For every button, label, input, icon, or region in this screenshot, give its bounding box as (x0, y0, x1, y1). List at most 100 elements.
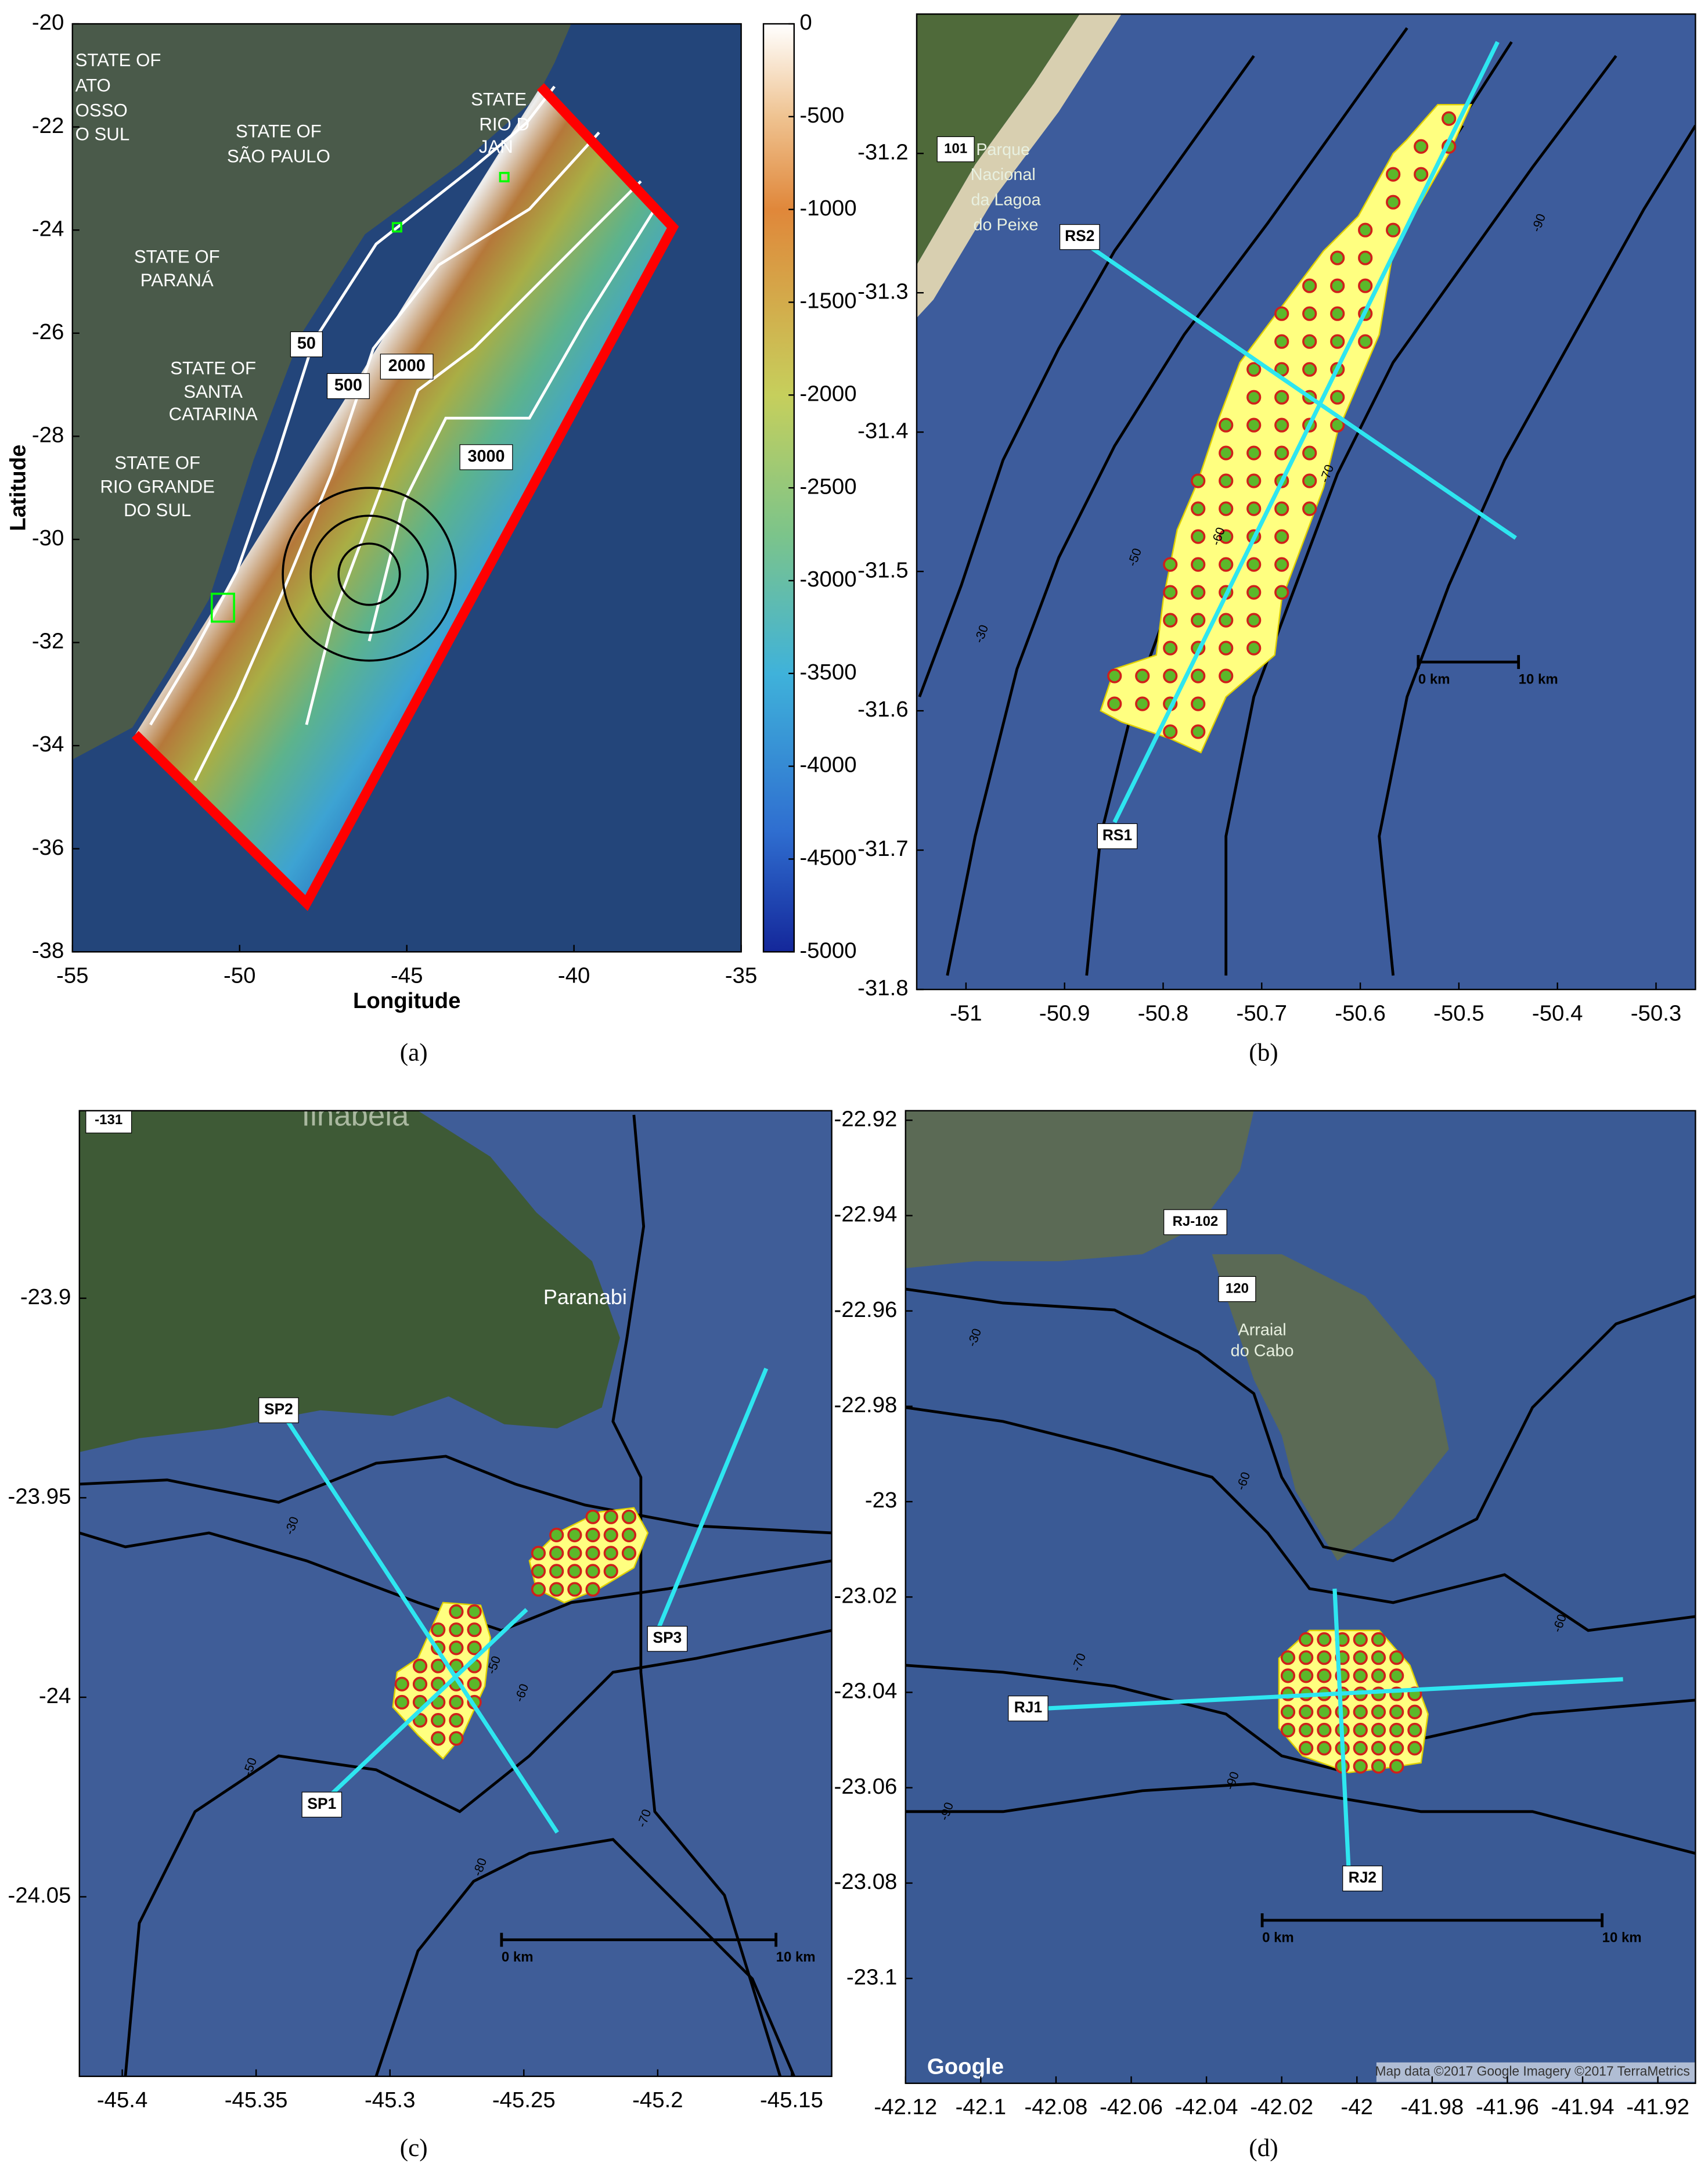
station (603, 1564, 618, 1579)
transect-label-box (647, 1626, 688, 1652)
transect-label-box (258, 1397, 299, 1423)
station (1274, 557, 1289, 572)
station (1163, 613, 1178, 628)
scale-label: 10 km (1519, 672, 1558, 688)
station (412, 1713, 428, 1728)
station (1191, 501, 1206, 516)
logo: Google (927, 2054, 1004, 2079)
station (1274, 585, 1289, 600)
place-label: O SUL (75, 124, 130, 144)
station (1274, 501, 1289, 516)
station (1274, 390, 1289, 405)
x-tick-label: -51 (950, 1000, 982, 1025)
isobath (946, 27, 1408, 976)
station (1280, 1668, 1296, 1683)
plot-frame (916, 13, 1696, 991)
station (1219, 640, 1234, 656)
station (431, 1713, 446, 1728)
land (72, 24, 571, 760)
x-tick-label: -42 (1341, 2094, 1373, 2119)
station (1317, 1704, 1332, 1719)
station (1302, 445, 1317, 460)
station (1407, 1722, 1422, 1738)
y-tick-label: -23.04 (834, 1679, 898, 1704)
transect-label-box (1059, 224, 1100, 250)
transect (653, 1367, 769, 1639)
contour-label: 50 (297, 334, 316, 353)
transect (319, 1608, 528, 1806)
transect (1078, 238, 1517, 540)
place-label: Arraial (1238, 1321, 1287, 1340)
place-label: STATE OF (170, 358, 256, 378)
station (585, 1527, 600, 1543)
y-tick-label: -23.08 (834, 1869, 898, 1894)
colorbar-tick-label: -4500 (799, 845, 856, 870)
transect-label: SP1 (307, 1795, 336, 1812)
x-tick-label: -45 (391, 963, 423, 988)
station (603, 1546, 618, 1561)
transect (1332, 1588, 1351, 1867)
station (1358, 334, 1373, 349)
station (1246, 418, 1262, 433)
y-tick-label: -31.5 (857, 557, 908, 582)
place-label: Parque (976, 141, 1030, 159)
station (1389, 1759, 1404, 1774)
station (1246, 473, 1262, 488)
station (1107, 668, 1122, 683)
station (1163, 640, 1178, 656)
transect-label: RJ1 (1014, 1698, 1042, 1716)
station (431, 1658, 446, 1673)
station (1246, 362, 1262, 377)
station (1371, 1741, 1386, 1756)
x-axis-label: Longitude (353, 988, 460, 1013)
land (905, 1110, 1449, 1561)
station (431, 1731, 446, 1746)
station (431, 1622, 446, 1637)
place-label: SÃO PAULO (227, 146, 330, 167)
station (1163, 668, 1178, 683)
station (1330, 250, 1345, 265)
map-panel: RJ1 RJ2 0 km 10 km Arraial do Cabo RJ-102 120 Go… (905, 1110, 1696, 2083)
station (1371, 1704, 1386, 1719)
colorbar-tick-label: -1000 (799, 196, 856, 221)
station (1299, 1632, 1314, 1647)
station (1246, 640, 1262, 656)
station (549, 1564, 564, 1579)
place-label: do Cabo (1231, 1342, 1294, 1361)
station (431, 1676, 446, 1691)
transect-label: SP2 (264, 1401, 293, 1418)
x-tick-label: -42.06 (1100, 2094, 1163, 2119)
station (585, 1564, 600, 1579)
station (1317, 1632, 1332, 1647)
x-tick-label: -40 (558, 963, 590, 988)
y-tick-label: -22.96 (834, 1297, 898, 1322)
place-label: Paranabi (543, 1285, 627, 1309)
transect-label: RJ2 (1349, 1869, 1377, 1886)
map-panel: STATE OF ATO OSSO O SUL STATE OF SÃO PAULO STA… (72, 24, 741, 952)
colorbar-tick-label: -5000 (799, 938, 856, 963)
place-label: do Peixe (974, 216, 1039, 235)
station (467, 1640, 482, 1655)
scale-label: 0 km (502, 1949, 534, 1965)
place-label: OSSO (75, 100, 128, 120)
place-label: Nacional (971, 165, 1036, 184)
isobath (79, 1531, 832, 1632)
eddy-ring (282, 487, 457, 662)
colorbar-tick-label: -2000 (799, 381, 856, 406)
station (1358, 278, 1373, 293)
x-tick-label: -50.9 (1039, 1000, 1090, 1025)
station (449, 1604, 464, 1619)
x-tick-label: -41.94 (1551, 2094, 1615, 2119)
x-tick-label: -42.1 (956, 2094, 1006, 2119)
station (1317, 1650, 1332, 1665)
place-label: JAN (479, 136, 513, 157)
y-tick-label: -24 (39, 1683, 71, 1708)
station (1274, 418, 1289, 433)
transect-label-box (1342, 1865, 1383, 1892)
station (1299, 1650, 1314, 1665)
colorbar-tick-label: 0 (799, 10, 812, 35)
station (467, 1676, 482, 1691)
place-label: ATO (75, 75, 111, 95)
road-label: 120 (1226, 1280, 1249, 1296)
station (467, 1622, 482, 1637)
